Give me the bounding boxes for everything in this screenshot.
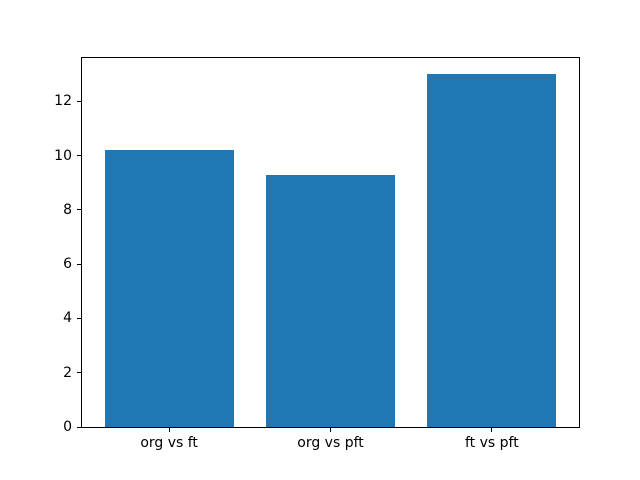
y-tick-mark [77, 209, 82, 211]
y-tick-label: 10 [54, 147, 72, 164]
y-tick-mark [77, 263, 82, 265]
y-tick-mark [77, 426, 82, 428]
y-tick-mark [77, 317, 82, 319]
y-tick-mark [77, 372, 82, 374]
x-tick-label: ft vs pft [465, 435, 519, 451]
bar-org-vs-ft [104, 150, 234, 427]
x-tick-mark [168, 427, 170, 432]
y-tick-label: 0 [63, 419, 72, 435]
y-tick-mark [77, 155, 82, 157]
x-tick-label: org vs ft [140, 435, 198, 451]
bar-org-vs-pft [265, 174, 396, 427]
y-tick-mark [77, 100, 82, 102]
x-tick-mark [330, 427, 331, 432]
y-tick-label: 2 [63, 364, 72, 381]
bar-ft-vs-pft [427, 74, 557, 427]
plot-area: 0 2 4 6 8 10 12 org vs ft org vs pft ft vs pft [54, 57, 580, 451]
y-tick-label: 8 [63, 201, 72, 218]
y-tick-label: 12 [54, 93, 72, 110]
y-tick-label: 4 [63, 310, 72, 327]
x-tick-label: org vs pft [297, 435, 364, 451]
x-tick-mark [491, 427, 493, 432]
y-tick-label: 6 [63, 256, 72, 273]
